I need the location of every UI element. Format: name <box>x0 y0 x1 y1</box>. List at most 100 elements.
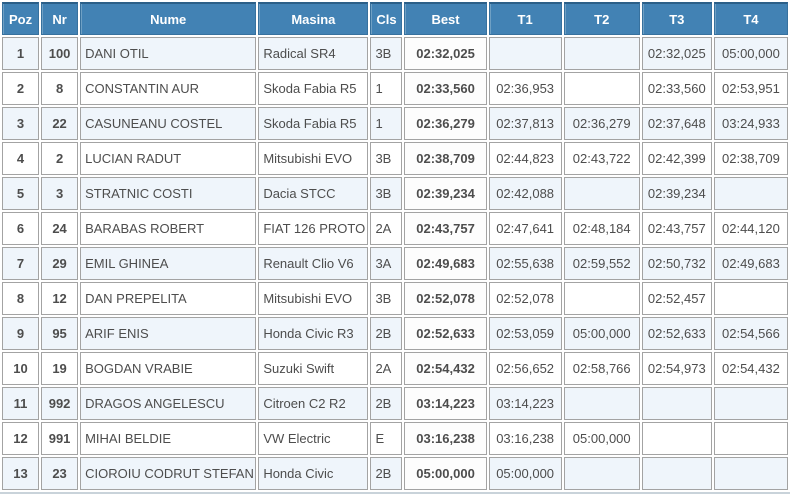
cell-t4: 02:44,120 <box>713 212 788 245</box>
cell-t1: 02:52,078 <box>488 282 562 315</box>
cell-t4 <box>713 387 788 420</box>
cell-t1: 02:53,059 <box>488 317 562 350</box>
cell-t4: 02:49,683 <box>713 247 788 280</box>
cell-t3 <box>641 387 712 420</box>
table-row: 9 95 ARIF ENIS Honda Civic R3 2B 02:52,633 02:… <box>2 317 788 350</box>
table-row: 8 12 DAN PREPELITA Mitsubishi EVO 3B 02:52,07… <box>2 282 788 315</box>
cell-t2: 02:58,766 <box>563 352 640 385</box>
cell-masina: Mitsubishi EVO <box>258 142 369 175</box>
cell-nr: 2 <box>41 142 79 175</box>
cell-nr: 23 <box>41 457 79 490</box>
cell-t3: 02:39,234 <box>641 177 712 210</box>
cell-cls: 2B <box>370 457 403 490</box>
cell-best: 02:32,025 <box>404 37 487 70</box>
cell-best: 02:36,279 <box>404 107 487 140</box>
cell-poz: 9 <box>2 317 40 350</box>
table-row: 12 991 MIHAI BELDIE VW Electric E 03:16,238 03… <box>2 422 788 455</box>
cell-nume: ARIF ENIS <box>80 317 257 350</box>
cell-t2 <box>563 72 640 105</box>
cell-t3: 02:54,973 <box>641 352 712 385</box>
cell-nume: LUCIAN RADUT <box>80 142 257 175</box>
cell-masina: Honda Civic <box>258 457 369 490</box>
cell-nr: 22 <box>41 107 79 140</box>
cell-nume: CASUNEANU COSTEL <box>80 107 257 140</box>
cell-poz: 11 <box>2 387 40 420</box>
cell-poz: 10 <box>2 352 40 385</box>
cell-best: 02:38,709 <box>404 142 487 175</box>
cell-t4 <box>713 282 788 315</box>
table-row: 10 19 BOGDAN VRABIE Suzuki Swift 2A 02:54,432… <box>2 352 788 385</box>
cell-best: 02:52,633 <box>404 317 487 350</box>
table-row: 13 23 CIOROIU CODRUT STEFAN Honda Civic 2B 05… <box>2 457 788 490</box>
column-header-nume: Nume <box>80 2 257 35</box>
column-header-t1: T1 <box>488 2 562 35</box>
cell-nume: MIHAI BELDIE <box>80 422 257 455</box>
cell-masina: VW Electric <box>258 422 369 455</box>
table-row: 7 29 EMIL GHINEA Renault Clio V6 3A 02:49,683… <box>2 247 788 280</box>
cell-poz: 7 <box>2 247 40 280</box>
cell-t3: 02:32,025 <box>641 37 712 70</box>
table-bottom-edge <box>0 492 790 494</box>
cell-cls: 3B <box>370 37 403 70</box>
table-row: 6 24 BARABAS ROBERT FIAT 126 PROTO 2A 02:43,7… <box>2 212 788 245</box>
cell-t3: 02:42,399 <box>641 142 712 175</box>
cell-nume: STRATNIC COSTI <box>80 177 257 210</box>
cell-nr: 992 <box>41 387 79 420</box>
column-header-nr: Nr <box>41 2 79 35</box>
cell-poz: 13 <box>2 457 40 490</box>
column-header-best: Best <box>404 2 487 35</box>
cell-poz: 1 <box>2 37 40 70</box>
cell-masina: Renault Clio V6 <box>258 247 369 280</box>
cell-cls: 1 <box>370 107 403 140</box>
cell-nr: 95 <box>41 317 79 350</box>
cell-t4: 02:54,566 <box>713 317 788 350</box>
cell-best: 02:43,757 <box>404 212 487 245</box>
cell-t3: 02:52,457 <box>641 282 712 315</box>
cell-t2: 02:59,552 <box>563 247 640 280</box>
cell-t1: 02:55,638 <box>488 247 562 280</box>
results-body: 1 100 DANI OTIL Radical SR4 3B 02:32,025 02:32… <box>2 37 788 490</box>
cell-t4 <box>713 177 788 210</box>
cell-t1: 02:47,641 <box>488 212 562 245</box>
cell-nr: 3 <box>41 177 79 210</box>
cell-t2 <box>563 37 640 70</box>
table-row: 11 992 DRAGOS ANGELESCU Citroen C2 R2 2B 03:1… <box>2 387 788 420</box>
cell-nume: EMIL GHINEA <box>80 247 257 280</box>
cell-nume: DAN PREPELITA <box>80 282 257 315</box>
cell-cls: 3A <box>370 247 403 280</box>
cell-cls: 1 <box>370 72 403 105</box>
cell-t1: 02:42,088 <box>488 177 562 210</box>
cell-cls: 2B <box>370 317 403 350</box>
cell-t2 <box>563 177 640 210</box>
table-row: 3 22 CASUNEANU COSTEL Skoda Fabia R5 1 02:36,… <box>2 107 788 140</box>
cell-best: 02:49,683 <box>404 247 487 280</box>
cell-masina: Skoda Fabia R5 <box>258 72 369 105</box>
cell-t4: 02:54,432 <box>713 352 788 385</box>
cell-masina: Mitsubishi EVO <box>258 282 369 315</box>
cell-poz: 5 <box>2 177 40 210</box>
table-row: 5 3 STRATNIC COSTI Dacia STCC 3B 02:39,234 02:… <box>2 177 788 210</box>
cell-nr: 100 <box>41 37 79 70</box>
cell-best: 03:14,223 <box>404 387 487 420</box>
cell-t3 <box>641 457 712 490</box>
cell-best: 05:00,000 <box>404 457 487 490</box>
cell-t3: 02:33,560 <box>641 72 712 105</box>
cell-best: 02:54,432 <box>404 352 487 385</box>
column-header-masina: Masina <box>258 2 369 35</box>
cell-t1: 03:16,238 <box>488 422 562 455</box>
cell-t2 <box>563 282 640 315</box>
cell-poz: 8 <box>2 282 40 315</box>
cell-nume: CIOROIU CODRUT STEFAN <box>80 457 257 490</box>
cell-cls: 3B <box>370 142 403 175</box>
cell-masina: Citroen C2 R2 <box>258 387 369 420</box>
cell-t3 <box>641 422 712 455</box>
header-row: Poz Nr Nume Masina Cls Best T1 T2 T3 T4 <box>2 2 788 35</box>
cell-t4: 02:53,951 <box>713 72 788 105</box>
cell-nume: BARABAS ROBERT <box>80 212 257 245</box>
cell-t2: 02:48,184 <box>563 212 640 245</box>
cell-poz: 4 <box>2 142 40 175</box>
cell-best: 03:16,238 <box>404 422 487 455</box>
table-row: 2 8 CONSTANTIN AUR Skoda Fabia R5 1 02:33,560… <box>2 72 788 105</box>
column-header-t4: T4 <box>713 2 788 35</box>
